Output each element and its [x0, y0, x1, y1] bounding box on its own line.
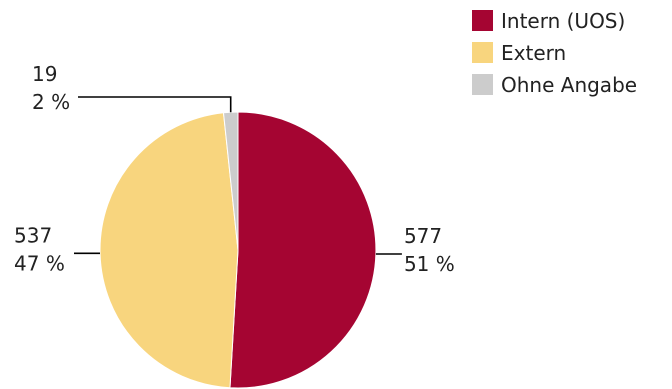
legend-swatch-ohne-angabe [472, 74, 493, 95]
data-label-percent-extern: 47 % [14, 251, 65, 275]
slice-labels: 577 51 % 537 47 % 19 2 % [14, 62, 455, 276]
data-label-value-ohne-angabe: 19 [32, 62, 57, 86]
slice-leader-lines [74, 96, 402, 255]
pie-slices [99, 111, 377, 389]
data-label-percent-ohne-angabe: 2 % [32, 90, 70, 114]
data-label-value-extern: 537 [14, 223, 52, 247]
pie-slice-extern [99, 112, 239, 389]
leader-line-ohne-angabe [78, 96, 232, 113]
legend: Intern (UOS) Extern Ohne Angabe [472, 9, 637, 97]
legend-label-ohne-angabe: Ohne Angabe [501, 73, 637, 97]
legend-label-extern: Extern [501, 41, 566, 65]
legend-swatch-extern [472, 42, 493, 63]
pie-slice-intern-uos [229, 111, 377, 389]
legend-swatch-intern-uos [472, 10, 493, 31]
legend-label-intern-uos: Intern (UOS) [501, 9, 625, 33]
data-label-value-intern-uos: 577 [404, 224, 442, 248]
data-label-percent-intern-uos: 51 % [404, 252, 455, 276]
